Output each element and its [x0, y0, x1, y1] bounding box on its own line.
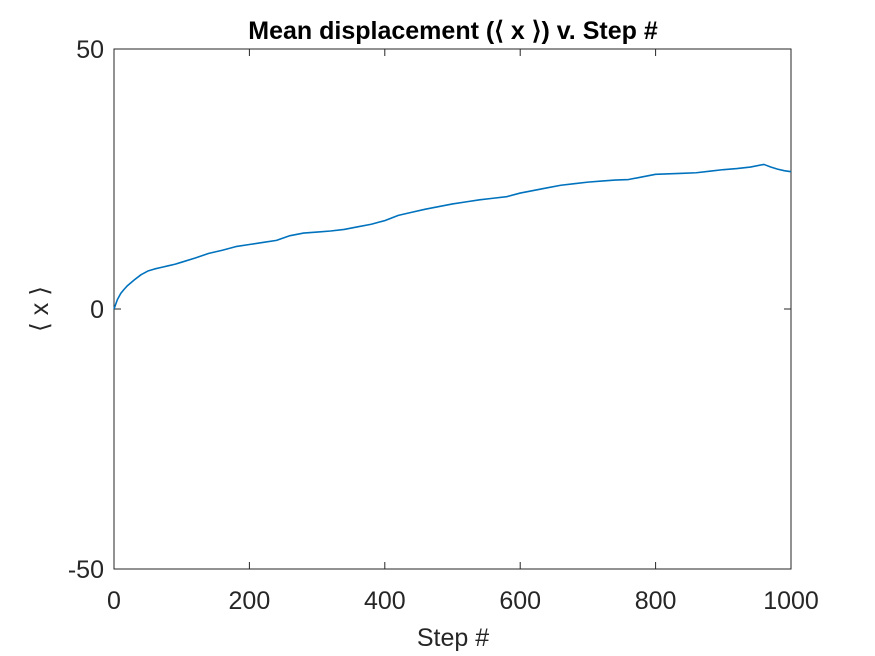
x-tick-label: 0: [107, 587, 121, 615]
y-tick-label: -50: [68, 556, 104, 584]
x-tick-label: 1000: [763, 587, 819, 615]
series-line: [113, 163, 792, 310]
x-tick-label: 400: [364, 587, 406, 615]
chart-title: Mean displacement (⟨ x ⟩) v. Step #: [248, 17, 658, 45]
x-tick-label: 600: [499, 587, 541, 615]
x-tick-label: 800: [635, 587, 677, 615]
y-axis: -50 0 50: [68, 36, 791, 584]
series-layer: [113, 163, 792, 310]
x-tick-label: 200: [229, 587, 271, 615]
plot-area: [113, 48, 792, 570]
x-axis-label: Step #: [417, 624, 489, 652]
x-axis: 0 200 400 600 800 1000: [107, 49, 819, 615]
y-axis-label: ⟨ x ⟩: [26, 286, 54, 332]
y-tick-label: 0: [90, 296, 104, 324]
y-tick-label: 50: [76, 36, 104, 64]
